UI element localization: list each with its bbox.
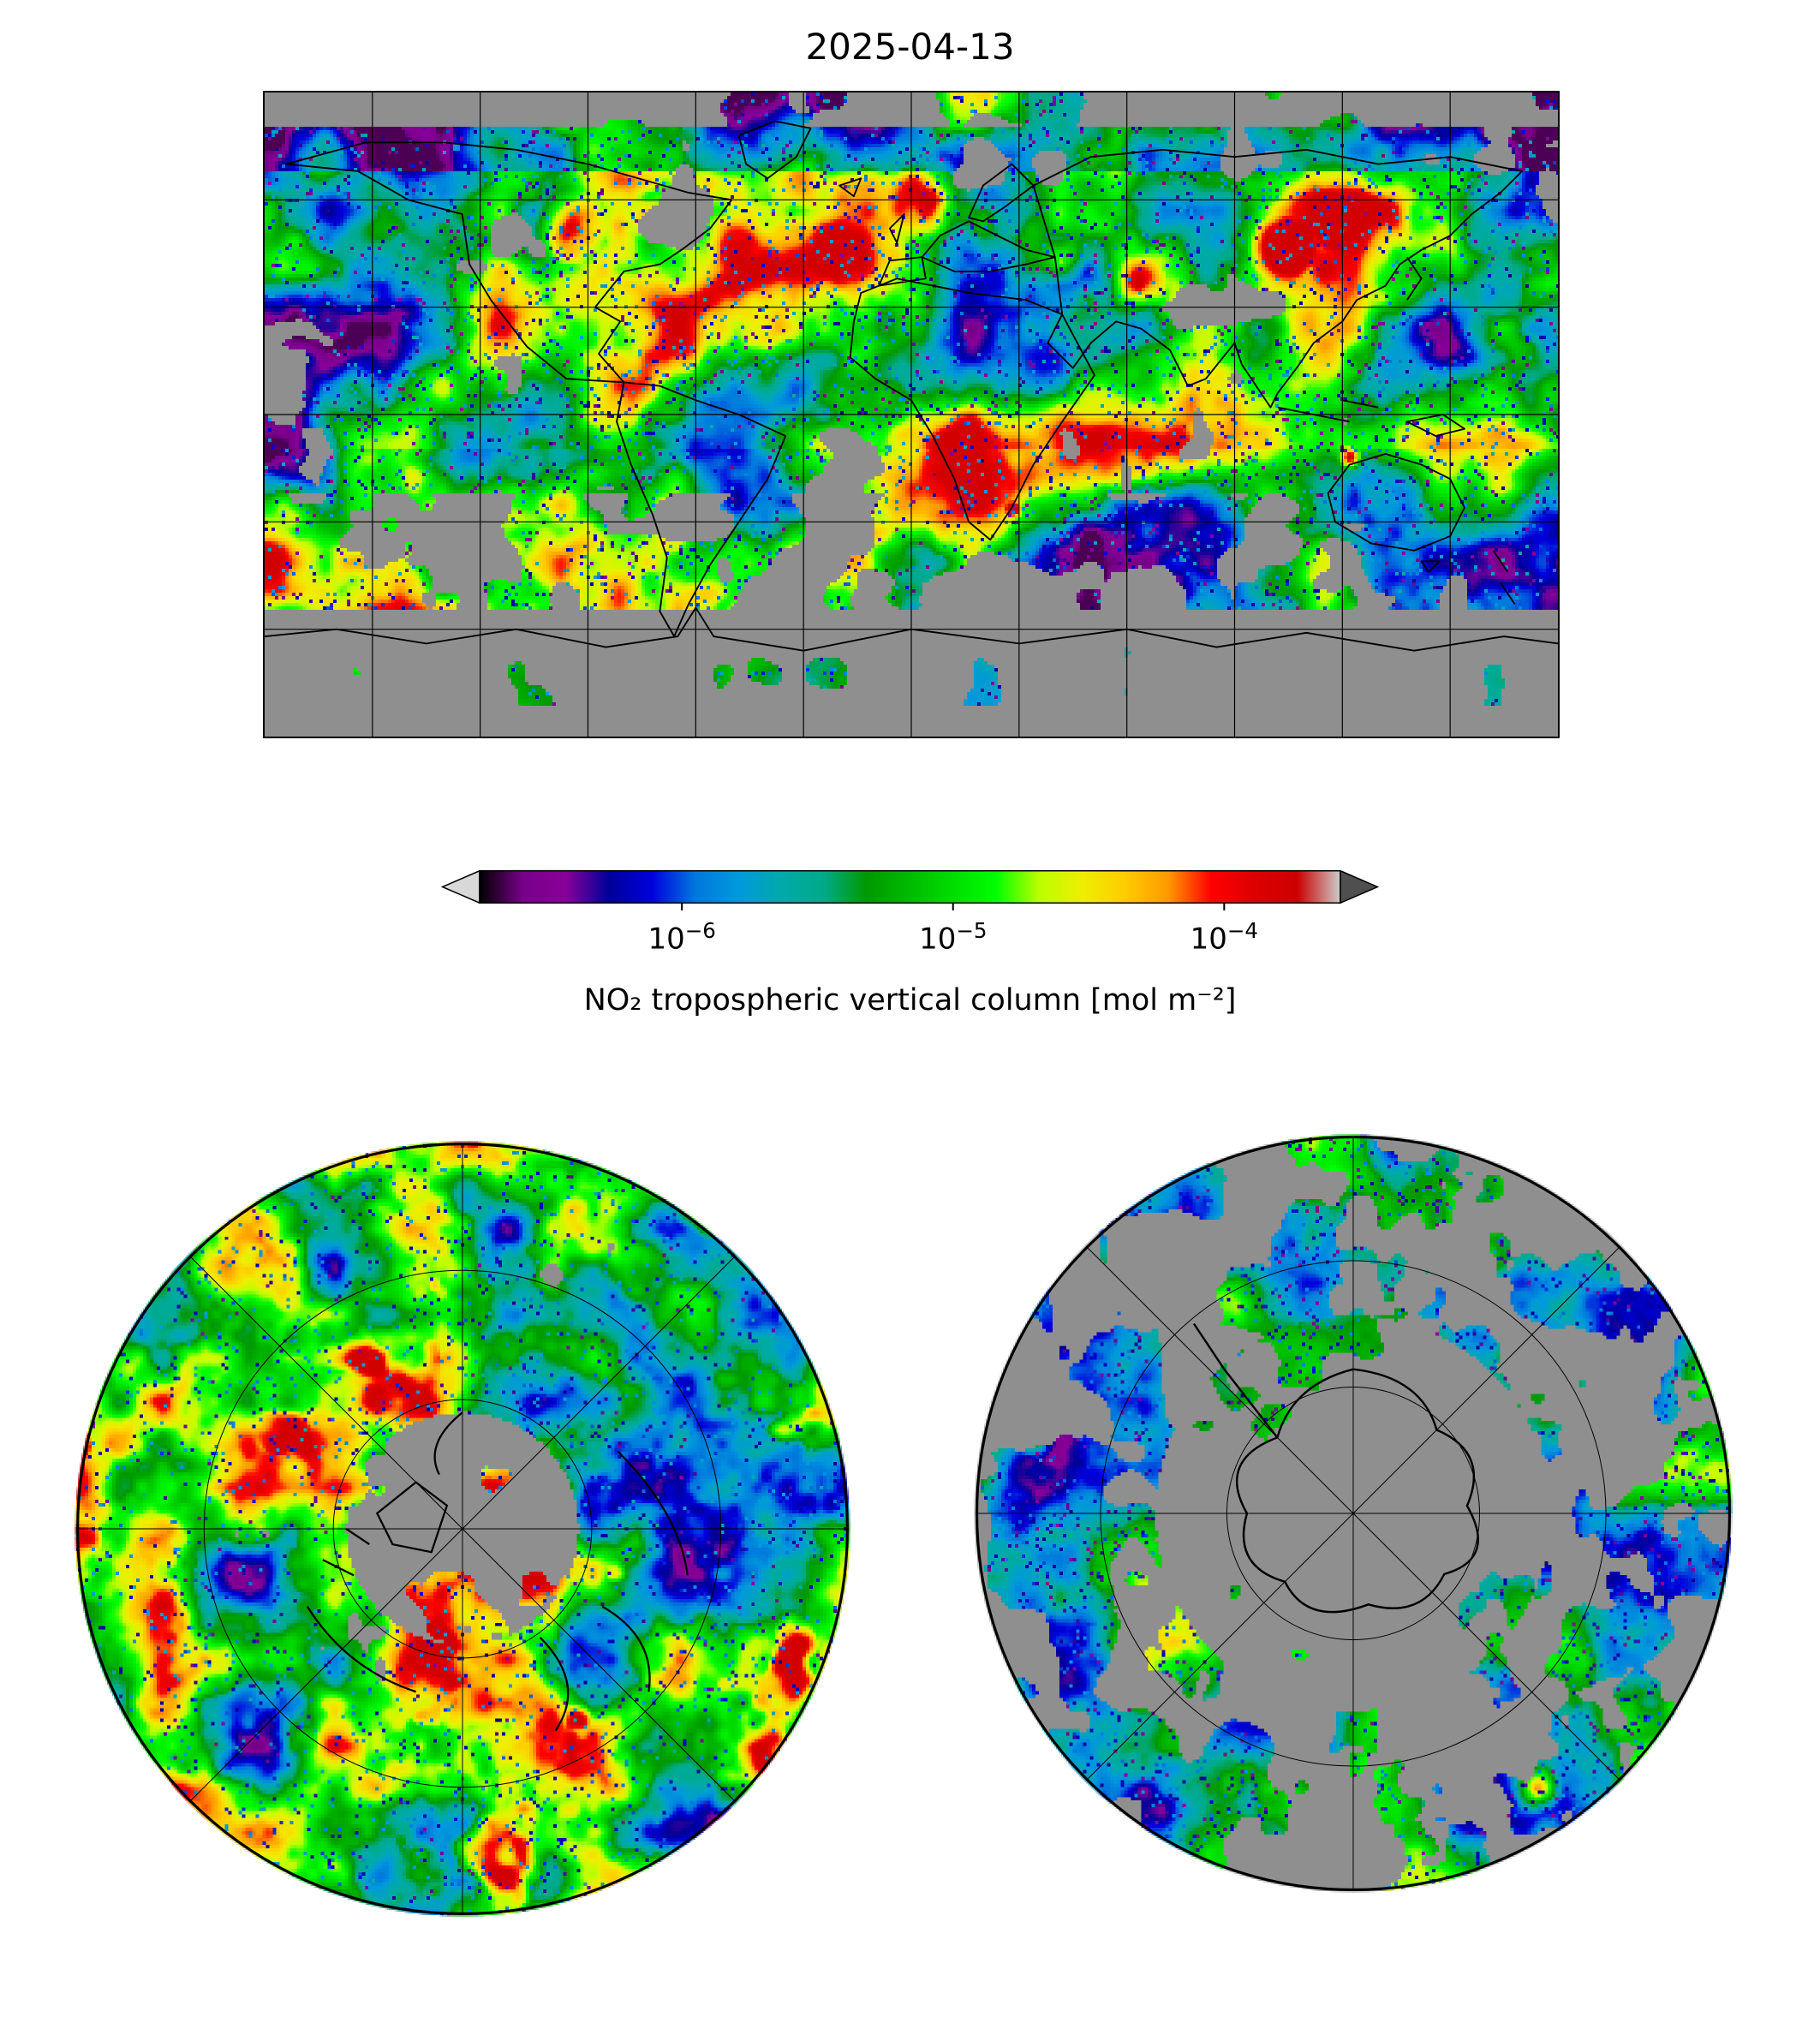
north-coastline-path	[306, 1411, 689, 1732]
south-latitude-circle-outer	[1100, 1260, 1607, 1767]
world-map-overlay	[265, 92, 1558, 737]
north-polar-panel	[75, 1141, 850, 1917]
north-latitude-circle-outer	[203, 1269, 722, 1788]
figure-title: 2025-04-13	[805, 26, 1015, 68]
colorbar-gradient-bar	[479, 870, 1341, 904]
colorbar-tick-label-1e-4: 10−4	[1190, 918, 1258, 957]
south-latitude-circle-inner	[1226, 1386, 1481, 1641]
colorbar-over-arrow	[1340, 870, 1379, 904]
coastline-path	[265, 120, 1558, 652]
colorbar-tick-label-1e-6: 10−6	[647, 918, 716, 957]
south-polar-border	[975, 1135, 1732, 1892]
world-map-panel	[263, 91, 1560, 738]
south-polar-graticule	[977, 1137, 1729, 1889]
colorbar-tick-label-1e-5: 10−5	[919, 918, 988, 957]
colorbar	[441, 870, 1379, 910]
colorbar-under-arrow	[441, 870, 480, 904]
south-polar-panel	[974, 1134, 1733, 1893]
north-polar-border	[76, 1143, 849, 1915]
colorbar-tick-labels: 10−6 10−5 10−4	[441, 918, 1379, 959]
graticule-lines	[265, 92, 1558, 737]
north-polar-graticule	[78, 1144, 847, 1913]
colorbar-axis-label: NO₂ tropospheric vertical column [mol m⁻…	[583, 983, 1237, 1017]
antarctica-coastline-path	[1192, 1322, 1480, 1614]
north-latitude-circle-inner	[332, 1399, 593, 1659]
north-polar-overlay	[76, 1143, 849, 1915]
colorbar-tick-marks	[681, 904, 1226, 910]
south-polar-overlay	[975, 1135, 1732, 1892]
